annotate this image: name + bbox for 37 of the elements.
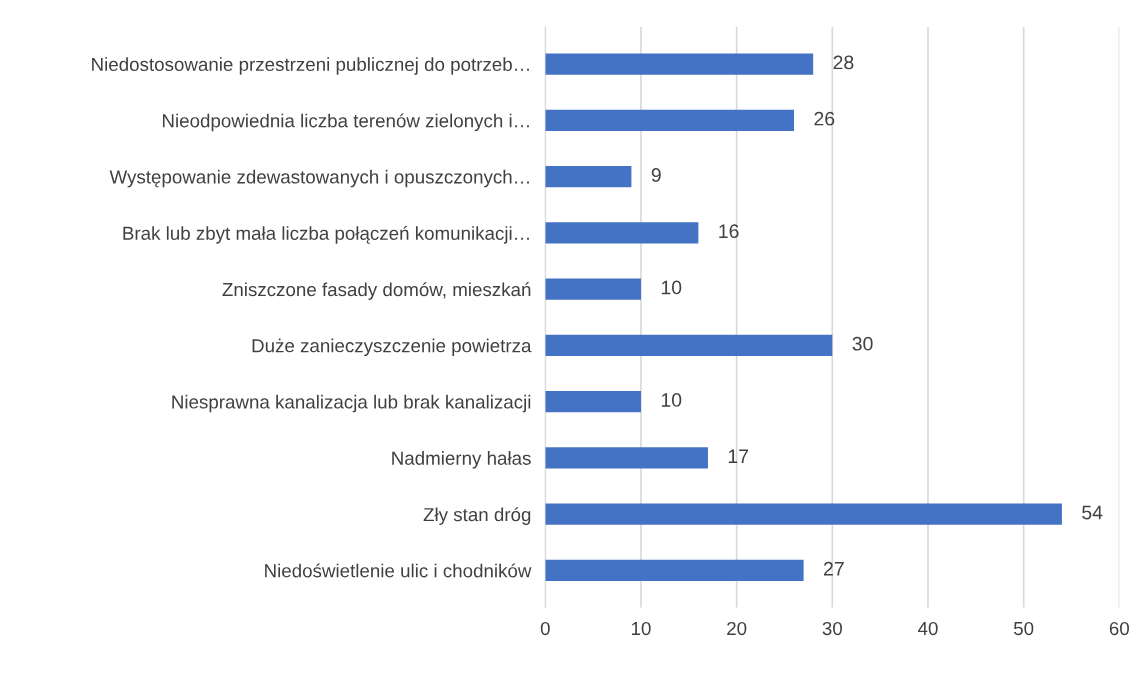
- data-label: 17: [728, 449, 749, 463]
- data-label: 54: [1082, 505, 1103, 520]
- x-tick-label: 0: [540, 621, 550, 636]
- bar: [545, 390, 641, 413]
- data-label: 9: [651, 168, 661, 182]
- bar: [545, 278, 641, 300]
- bar: [545, 165, 632, 188]
- y-tick-label: Brak lub zbyt mała liczba połączeń komunikacji…: [123, 225, 529, 244]
- x-tick-label: 60: [1109, 621, 1129, 636]
- bar: [545, 53, 814, 75]
- x-tick-label: 40: [917, 621, 938, 636]
- bar: [545, 109, 795, 132]
- y-tick-label: Zły stan dróg: [423, 507, 531, 525]
- data-label: 16: [719, 224, 739, 239]
- x-tick-label: 50: [1013, 621, 1034, 636]
- data-label: 27: [824, 561, 844, 576]
- data-label: 30: [852, 336, 873, 351]
- y-tick-label: Nieodpowiednia liczba terenów zielonych i…: [162, 113, 529, 132]
- bar: [545, 222, 699, 244]
- x-tick-label: 20: [727, 621, 747, 636]
- y-tick-label: Niedostosowanie przestrzeni publicznej do potrzeb…: [92, 57, 529, 75]
- y-tick-label: Nadmierny hałas: [392, 451, 531, 469]
- data-label: 28: [833, 55, 854, 70]
- y-tick-label: Zniszczone fasady domów, mieszkań: [222, 282, 531, 300]
- y-tick-label: Niedoświetlenie ulic i chodników: [265, 563, 532, 578]
- data-label: 10: [661, 280, 682, 295]
- bar: [545, 447, 708, 469]
- bar: [545, 503, 1062, 525]
- y-tick-label: Duże zanieczyszczenie powietrza: [252, 338, 532, 357]
- data-label: 10: [661, 393, 682, 407]
- y-tick-label: Niesprawna kanalizacja lub brak kanalizacji: [172, 394, 531, 413]
- data-label: 26: [814, 111, 835, 126]
- x-tick-label: 30: [822, 621, 842, 636]
- bar: [545, 559, 804, 582]
- x-tick-label: 10: [631, 621, 651, 636]
- y-tick-label: Występowanie zdewastowanych i opuszczonych…: [109, 169, 529, 188]
- bar: [545, 334, 833, 357]
